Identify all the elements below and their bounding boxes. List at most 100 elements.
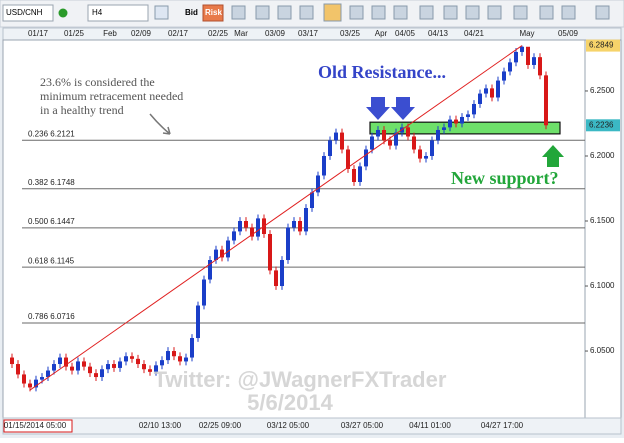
candle-body bbox=[310, 192, 314, 208]
candle-body bbox=[76, 361, 80, 371]
icon[interactable] bbox=[561, 5, 576, 20]
candle-body bbox=[142, 364, 146, 370]
risk-box[interactable] bbox=[202, 4, 224, 22]
bottom-axis-label: 04/27 17:00 bbox=[481, 421, 524, 430]
candle-body bbox=[196, 305, 200, 339]
high-marker-box bbox=[586, 39, 620, 52]
risk-button[interactable]: Risk bbox=[205, 8, 222, 17]
icon[interactable] bbox=[513, 5, 528, 20]
high-marker-label: 6.2849 bbox=[589, 41, 614, 50]
fib-label: 0.618 6.1145 bbox=[28, 256, 75, 265]
candle-body bbox=[70, 366, 74, 371]
icon[interactable] bbox=[231, 5, 246, 20]
fib-label: 0.500 6.1447 bbox=[28, 217, 75, 226]
last-price-label: 6.2236 bbox=[589, 120, 614, 129]
candle-body bbox=[46, 370, 50, 378]
candle-body bbox=[244, 221, 248, 228]
top-axis-label: May bbox=[519, 29, 534, 38]
candle-body bbox=[154, 365, 158, 372]
icon[interactable] bbox=[299, 5, 314, 20]
icon[interactable] bbox=[393, 5, 408, 20]
bottom-axis-label: 01/15/2014 05:00 bbox=[4, 421, 67, 430]
candle-body bbox=[178, 356, 182, 362]
candle-body bbox=[256, 218, 260, 237]
candle-body bbox=[250, 227, 254, 237]
candle-body bbox=[364, 149, 368, 167]
icon[interactable] bbox=[443, 5, 458, 20]
bottom-axis-label: 03/12 05:00 bbox=[267, 421, 310, 430]
candle-body bbox=[238, 221, 242, 232]
candle-body bbox=[64, 357, 68, 367]
top-axis-label: 02/17 bbox=[168, 29, 189, 38]
toolbar-icons[interactable] bbox=[231, 3, 610, 22]
candle-body bbox=[268, 234, 272, 271]
candle-body bbox=[358, 166, 362, 182]
chart-icon[interactable] bbox=[154, 5, 169, 20]
candle-body bbox=[472, 103, 476, 115]
icon[interactable] bbox=[277, 5, 292, 20]
top-axis-label: 05/09 bbox=[558, 29, 579, 38]
candle-body bbox=[370, 136, 374, 150]
candle-body bbox=[136, 358, 140, 365]
candle-body bbox=[412, 136, 416, 150]
candle-body bbox=[208, 260, 212, 280]
icon[interactable] bbox=[255, 5, 270, 20]
candle-body bbox=[394, 132, 398, 146]
resistance-arrow bbox=[366, 97, 390, 120]
candle-body bbox=[100, 369, 104, 378]
timeframe[interactable]: H4 bbox=[92, 8, 103, 17]
icon[interactable] bbox=[419, 5, 434, 20]
icon[interactable] bbox=[487, 5, 502, 20]
y-tick-label: 6.0500 bbox=[590, 346, 615, 355]
candle-body bbox=[490, 88, 494, 98]
status-icon[interactable] bbox=[58, 8, 68, 18]
note-arrow bbox=[149, 113, 171, 135]
candle-body bbox=[166, 351, 170, 361]
candle-body bbox=[130, 356, 134, 359]
candle-body bbox=[442, 127, 446, 130]
candle-body bbox=[508, 62, 512, 72]
candle-body bbox=[532, 57, 536, 65]
icon[interactable] bbox=[323, 3, 342, 22]
top-axis-label: 01/25 bbox=[64, 29, 85, 38]
candle-body bbox=[172, 351, 176, 357]
note-text: 23.6% is considered the bbox=[40, 75, 155, 89]
candle-body bbox=[292, 221, 296, 228]
y-tick-label: 6.1000 bbox=[590, 281, 615, 290]
bid-button[interactable]: Bid bbox=[185, 8, 198, 17]
icon[interactable] bbox=[349, 5, 364, 20]
watermark: 5/6/2014 bbox=[247, 390, 333, 415]
icon[interactable] bbox=[371, 5, 386, 20]
watermark: Twitter: @JWagnerFXTrader bbox=[154, 367, 447, 392]
candle-body bbox=[148, 369, 152, 372]
candle-body bbox=[160, 360, 164, 366]
top-axis-label: 03/17 bbox=[298, 29, 319, 38]
candle-body bbox=[382, 129, 386, 141]
symbol[interactable]: USD/CNH bbox=[6, 8, 43, 17]
candle-body bbox=[286, 227, 290, 261]
candle-body bbox=[418, 149, 422, 159]
candle-body bbox=[274, 270, 278, 287]
candle-body bbox=[544, 75, 548, 126]
icon[interactable] bbox=[595, 5, 610, 20]
candle-body bbox=[214, 249, 218, 261]
icon[interactable] bbox=[465, 5, 480, 20]
top-axis-label: Mar bbox=[234, 29, 248, 38]
y-tick-label: 6.1500 bbox=[590, 216, 615, 225]
candle-body bbox=[22, 374, 26, 384]
candle-body bbox=[478, 93, 482, 104]
candle-body bbox=[304, 208, 308, 232]
candle-body bbox=[34, 379, 38, 388]
last-price-box bbox=[586, 119, 620, 132]
candle-body bbox=[520, 46, 524, 52]
icon[interactable] bbox=[539, 5, 554, 20]
top-axis-label: Feb bbox=[103, 29, 117, 38]
fib-label: 0.382 6.1748 bbox=[28, 178, 75, 187]
top-axis-label: 03/09 bbox=[265, 29, 286, 38]
bottom-axis-label: 02/10 13:00 bbox=[139, 421, 182, 430]
timeframe-box[interactable] bbox=[87, 4, 149, 22]
symbol-box[interactable] bbox=[2, 4, 54, 22]
fib-label: 0.236 6.2121 bbox=[28, 129, 75, 138]
